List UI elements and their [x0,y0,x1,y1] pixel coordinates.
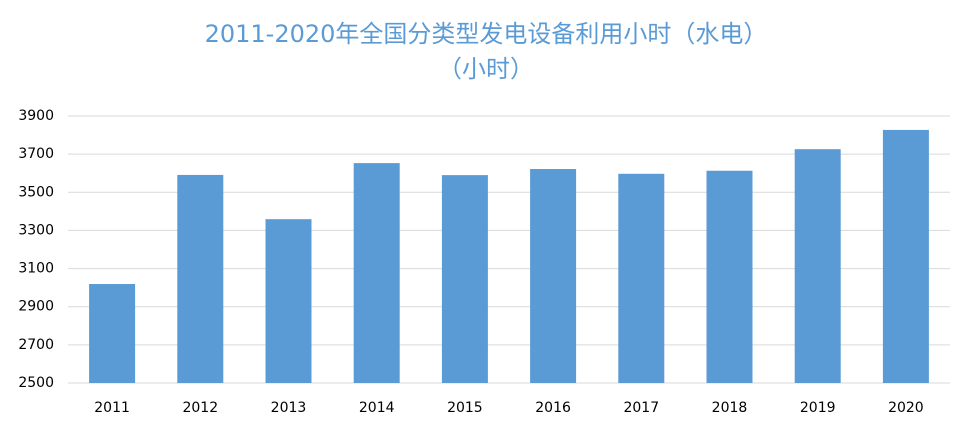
y-tick-label: 2900 [18,299,54,315]
x-tick-label: 2014 [359,400,395,416]
bar [794,149,841,383]
y-tick-label: 3900 [18,108,54,124]
x-tick-label: 2011 [94,400,130,416]
bar [530,169,577,383]
y-tick-label: 2500 [18,375,54,391]
x-tick-label: 2015 [447,400,483,416]
bar [706,170,753,383]
x-tick-label: 2012 [182,400,218,416]
y-tick-label: 3300 [18,222,54,238]
bar [265,219,312,383]
x-tick-label: 2018 [712,400,748,416]
bar [89,284,136,383]
bar [441,175,488,383]
bar [353,163,400,383]
x-tick-label: 2013 [271,400,307,416]
bar [177,174,224,383]
x-tick-label: 2017 [623,400,659,416]
y-tick-label: 3100 [18,261,54,277]
bar [618,173,665,383]
x-tick-label: 2020 [888,400,924,416]
chart-subtitle: （小时） [438,55,534,83]
x-tick-label: 2019 [800,400,836,416]
y-tick-label: 3700 [18,146,54,162]
y-tick-label: 2700 [18,337,54,353]
chart-title: 2011-2020年全国分类型发电设备利用小时（水电） [205,20,768,48]
y-tick-label: 3500 [18,184,54,200]
x-tick-label: 2016 [535,400,571,416]
bar [882,129,929,383]
